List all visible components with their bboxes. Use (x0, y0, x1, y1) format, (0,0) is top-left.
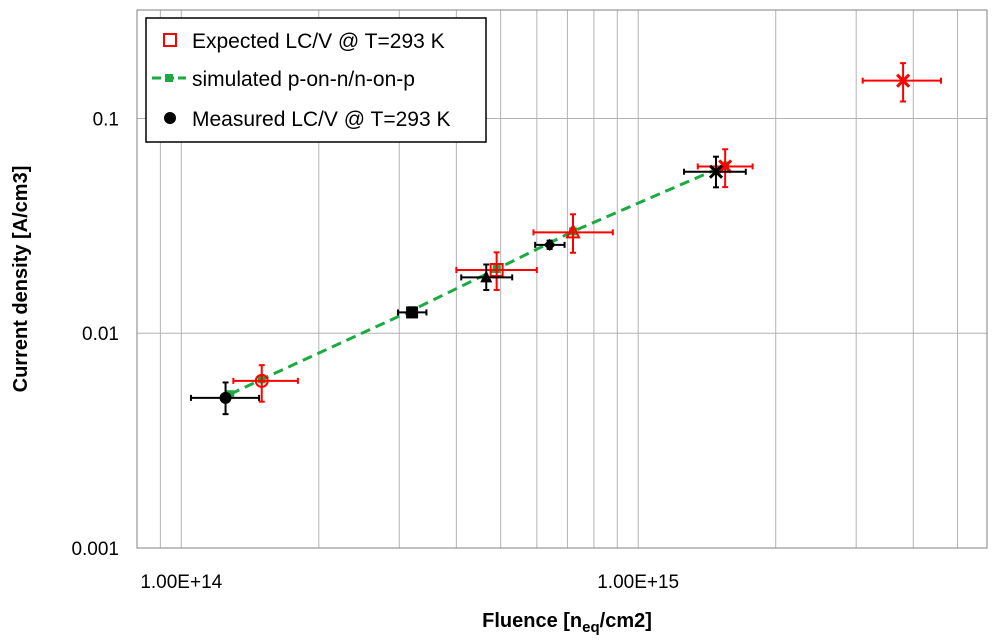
expected-point (532, 213, 614, 254)
x-axis-title: Fluence [neq/cm2] (482, 610, 652, 636)
expected-marker (718, 159, 733, 174)
measured-point (534, 238, 566, 251)
x-axis-title-subscript: eq (582, 619, 600, 636)
x-tick-label: 1.00E+15 (597, 572, 679, 593)
legend-entry: simulated p-on-n/n-on-p (152, 68, 415, 91)
expected-marker (489, 263, 504, 278)
measured-marker (708, 164, 724, 179)
legend-marker-swatch (163, 33, 177, 47)
y-tick-label: 0.1 (93, 109, 119, 130)
measured-marker (480, 270, 493, 283)
expected-point (696, 148, 754, 189)
measured-point (683, 155, 747, 189)
expected-point (232, 364, 299, 403)
legend-label: Expected LC/V @ T=293 K (192, 30, 445, 53)
legend-label: Measured LC/V @ T=293 K (192, 108, 450, 131)
legend-marker-swatch (164, 112, 176, 124)
expected-marker (896, 73, 911, 88)
data-marks (189, 62, 943, 416)
legend-entry: Expected LC/V @ T=293 K (163, 30, 445, 53)
expected-marker (254, 373, 269, 388)
legend: Expected LC/V @ T=293 K simulated p-on-n/… (145, 17, 487, 143)
legend-box (145, 17, 487, 143)
x-axis-title-main: Fluence [n (482, 610, 582, 632)
legend-square-swatch (165, 74, 173, 82)
plot-area-frame (136, 9, 988, 549)
legend-label: simulated p-on-n/n-on-p (192, 68, 415, 91)
expected-point (861, 62, 943, 103)
measured-marker (219, 391, 232, 404)
x-tick-label: 1.00E+14 (140, 572, 222, 593)
y-tick-label: 0.01 (82, 324, 119, 345)
measured-point (460, 263, 514, 291)
measured-point (396, 306, 428, 319)
y-tick-label: 0.001 (71, 539, 119, 560)
y-axis-title: Current density [A/cm3] (10, 166, 32, 393)
measured-marker (406, 306, 419, 319)
expected-point (455, 251, 538, 291)
x-axis-title-tail: /cm2] (600, 610, 652, 632)
measured-point (189, 381, 261, 416)
legend-entry: Measured LC/V @ T=293 K (164, 108, 450, 131)
tick-labels: 0.001 0.01 0.1 1.00E+14 1.00E+15 (71, 109, 679, 593)
measured-marker (543, 238, 556, 251)
simulated-line (229, 164, 726, 396)
expected-marker (565, 223, 581, 239)
